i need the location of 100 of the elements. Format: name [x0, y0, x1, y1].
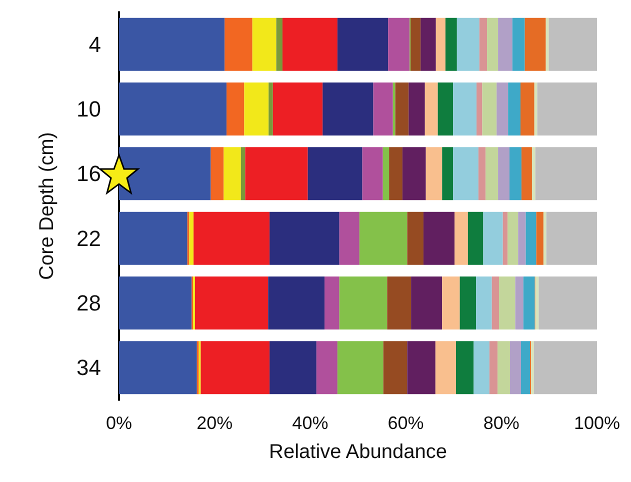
bar	[518, 212, 526, 265]
bar	[508, 212, 518, 265]
bar	[489, 341, 498, 394]
bar	[445, 18, 457, 71]
bar	[240, 147, 246, 200]
bar	[535, 147, 597, 200]
bar	[456, 341, 474, 394]
bar	[272, 82, 323, 136]
bar	[268, 82, 273, 136]
bar	[119, 18, 225, 71]
bar	[498, 147, 510, 200]
bar	[337, 18, 388, 71]
bar	[512, 18, 525, 71]
bar	[424, 82, 438, 136]
bar	[407, 212, 424, 265]
bar	[395, 82, 409, 136]
bar	[454, 212, 468, 265]
x-tick-label: 20%	[196, 413, 233, 433]
bar	[479, 18, 488, 71]
bar	[453, 82, 477, 136]
bar	[537, 82, 597, 136]
bar	[388, 18, 410, 71]
bar	[535, 276, 539, 330]
bar	[520, 82, 534, 136]
bar	[453, 147, 478, 200]
bar	[456, 18, 480, 71]
x-tick-label: 100%	[574, 413, 620, 433]
bar	[543, 212, 546, 265]
bar	[524, 18, 546, 71]
bar	[442, 147, 454, 200]
bar	[478, 147, 486, 200]
bar	[502, 212, 508, 265]
bar	[119, 341, 197, 394]
bar	[408, 82, 425, 136]
y-tick-label: 16	[76, 161, 101, 186]
bar	[119, 82, 227, 136]
bar	[339, 212, 360, 265]
bar	[270, 341, 316, 394]
bar	[194, 212, 270, 265]
bar	[383, 341, 408, 394]
bar	[532, 147, 536, 200]
bar	[382, 147, 390, 200]
bar	[392, 82, 396, 136]
bar	[442, 276, 460, 330]
bar	[268, 276, 325, 330]
bar	[337, 341, 384, 394]
bar	[224, 147, 241, 200]
y-tick-label: 34	[76, 355, 101, 380]
x-tick-label: 40%	[292, 413, 328, 433]
bar	[508, 82, 521, 136]
bar	[362, 147, 383, 200]
bar	[523, 276, 535, 330]
bar	[389, 147, 402, 200]
bar	[359, 212, 408, 265]
bar	[546, 212, 597, 265]
bar	[476, 276, 492, 330]
bar	[520, 341, 530, 394]
bar	[226, 82, 244, 136]
bar	[526, 212, 536, 265]
x-tick-label: 80%	[483, 413, 520, 433]
bar	[483, 212, 503, 265]
bar	[510, 341, 521, 394]
y-axis-title: Core Depth (cm)	[36, 132, 58, 280]
bar	[210, 147, 224, 200]
bar	[200, 341, 270, 394]
bar	[435, 341, 456, 394]
bar	[119, 212, 188, 265]
bar	[515, 276, 524, 330]
bar	[402, 147, 426, 200]
bar	[521, 147, 532, 200]
bar	[487, 18, 498, 71]
y-tick-label: 4	[88, 32, 101, 57]
bar	[282, 18, 338, 71]
x-axis-title: Relative Abundance	[269, 441, 447, 463]
y-tick-label: 10	[76, 96, 101, 122]
bar	[476, 82, 482, 136]
bar	[373, 82, 393, 136]
bar	[244, 82, 269, 136]
bar	[536, 212, 544, 265]
bar	[548, 18, 597, 71]
bar	[245, 147, 308, 200]
bar	[436, 18, 446, 71]
bar	[498, 276, 516, 330]
bar	[324, 276, 340, 330]
bar	[411, 276, 442, 330]
bar	[426, 147, 442, 200]
bar	[339, 276, 388, 330]
bar	[492, 276, 499, 330]
x-tick-label: 0%	[106, 413, 132, 433]
y-tick-label: 22	[76, 226, 101, 251]
bar	[224, 18, 252, 71]
bar	[316, 341, 338, 394]
bar	[534, 341, 597, 394]
bar	[496, 82, 508, 136]
y-tick-label: 28	[76, 290, 101, 316]
bar	[420, 18, 436, 71]
bar	[270, 212, 340, 265]
bar	[482, 82, 497, 136]
bar	[410, 18, 421, 71]
bar	[308, 147, 362, 200]
